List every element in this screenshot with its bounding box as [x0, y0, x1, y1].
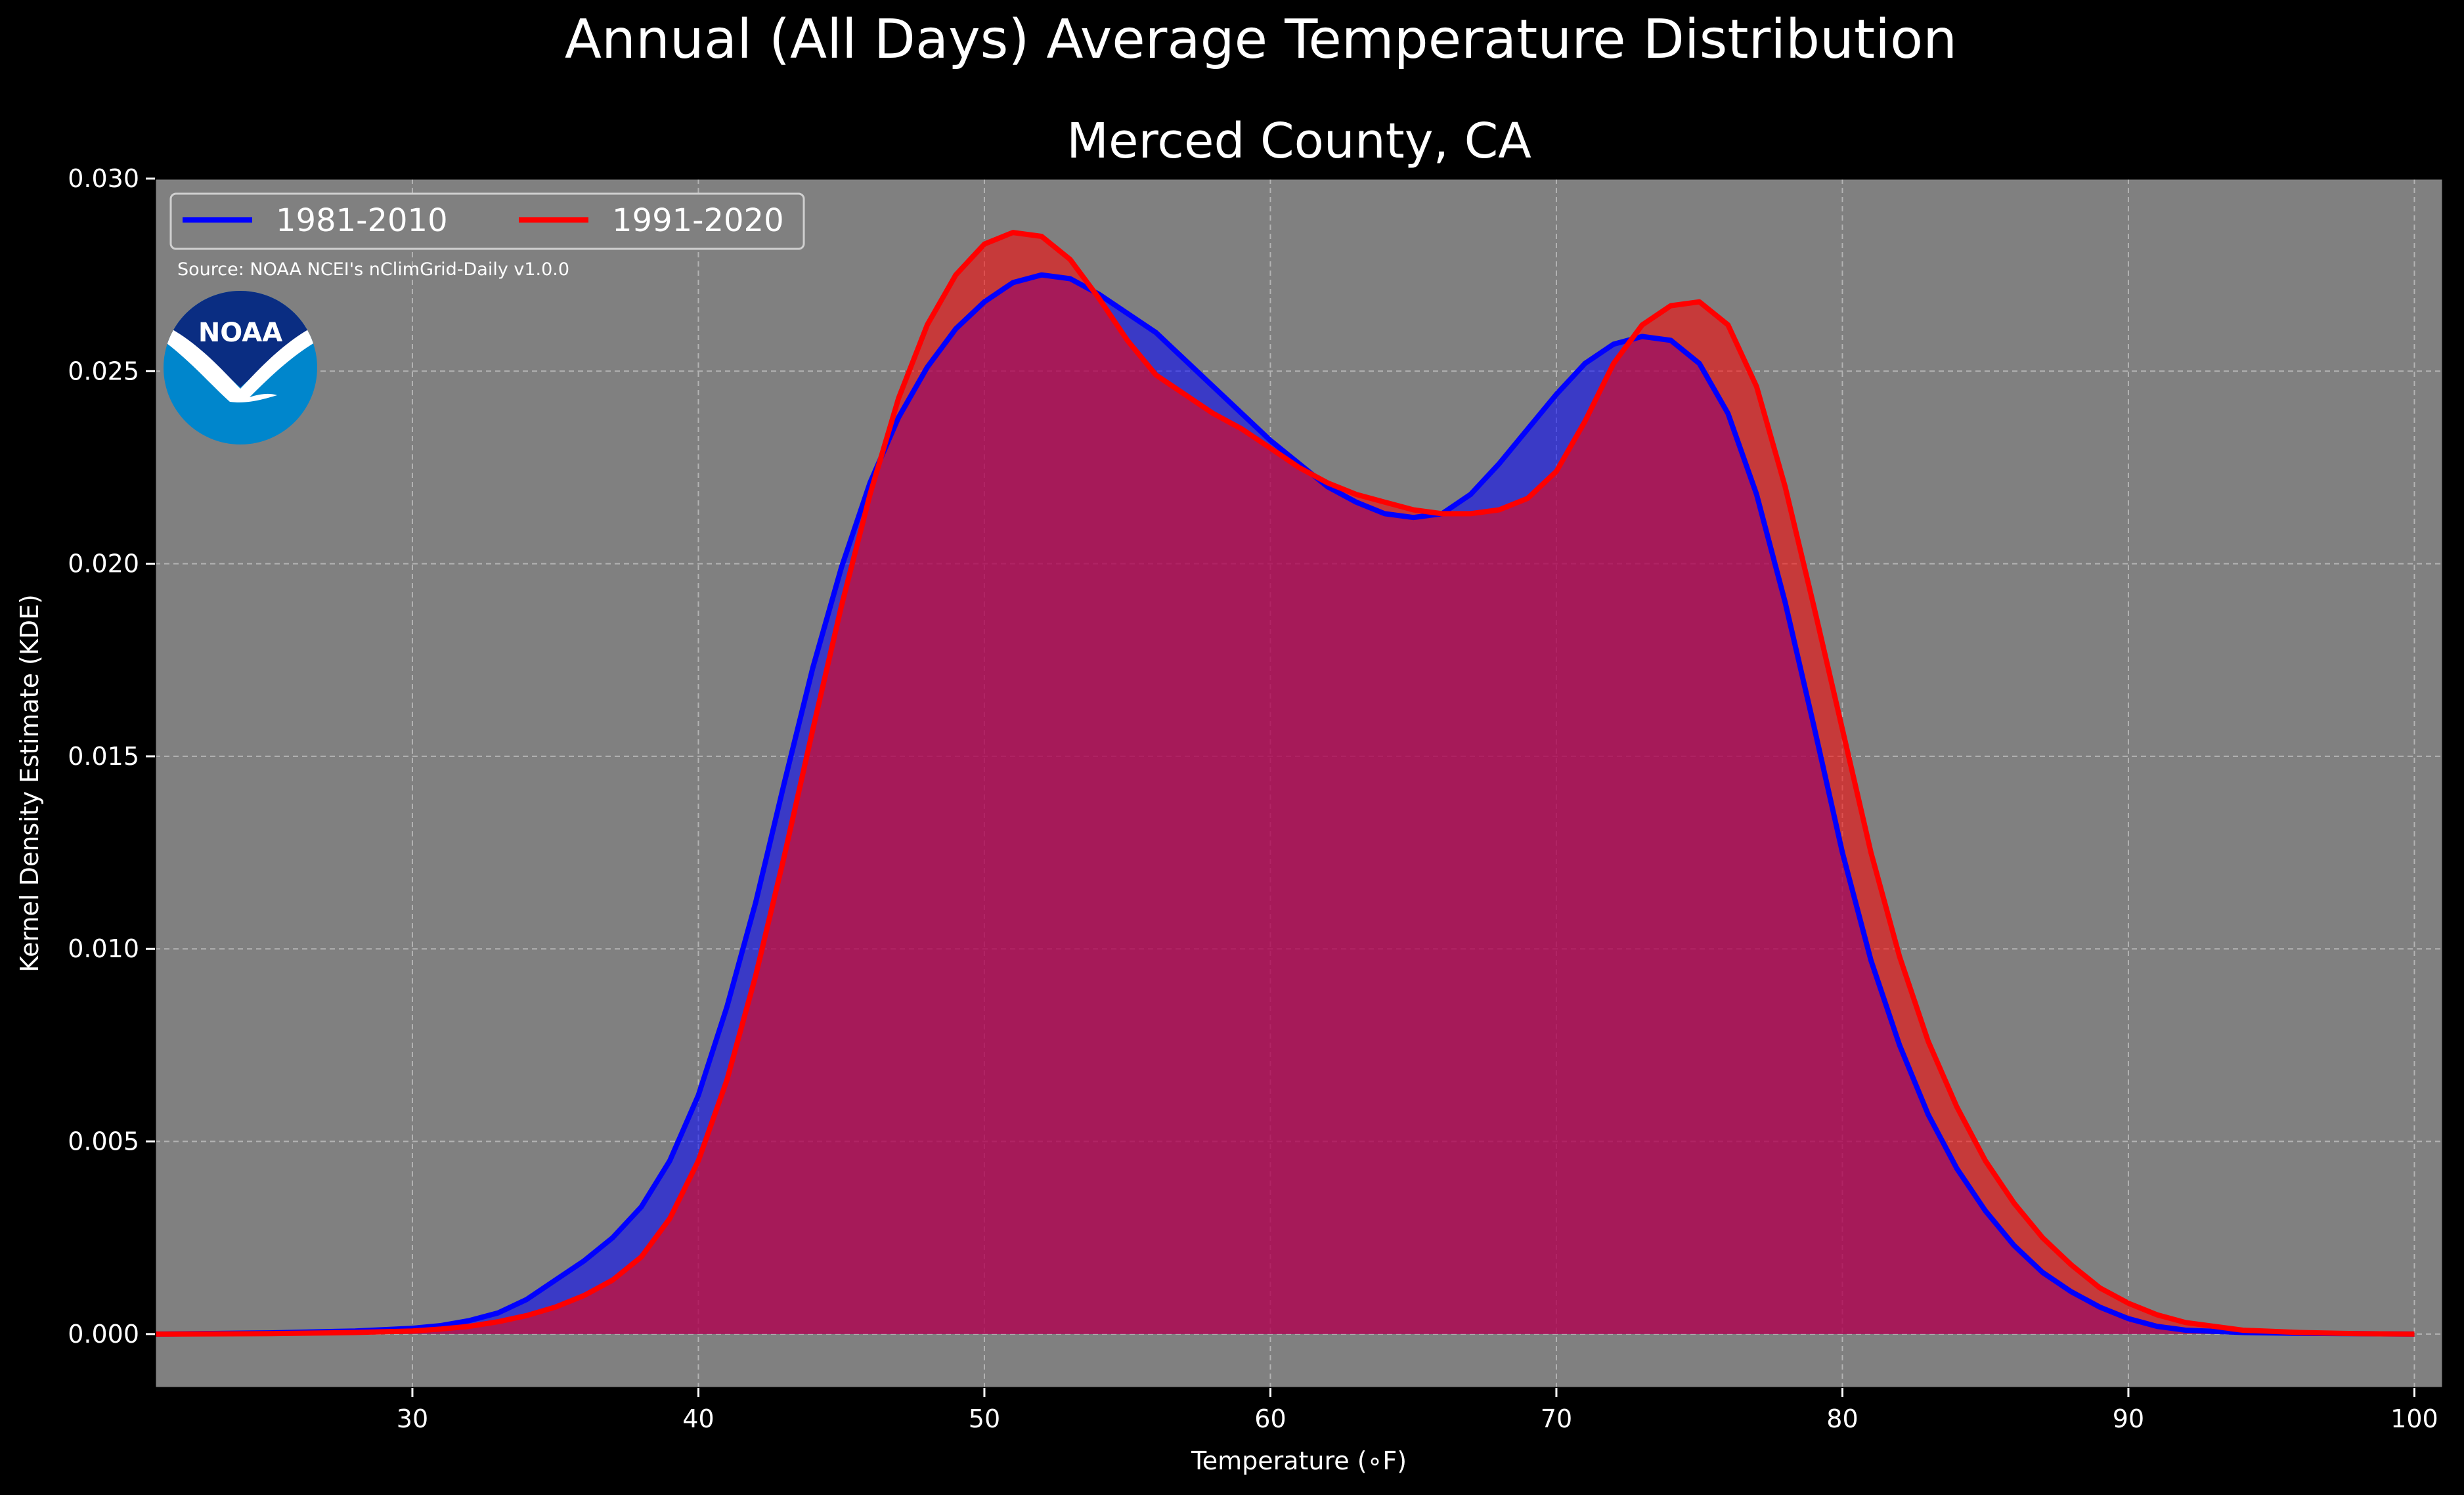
x-tick-label: 100: [2390, 1404, 2438, 1433]
y-tick-label: 0.020: [68, 550, 139, 578]
y-tick-label: 0.015: [68, 742, 139, 771]
y-axis-label: Kernel Density Estimate (KDE): [15, 594, 44, 972]
x-tick-label: 90: [2113, 1404, 2144, 1433]
x-tick-label: 40: [682, 1404, 714, 1433]
figure-title: Annual (All Days) Average Temperature Di…: [565, 9, 1957, 71]
legend: 1981-2010 1991-2020: [169, 192, 805, 250]
y-tick-label: 0.010: [68, 934, 139, 963]
x-tick-label: 70: [1541, 1404, 1572, 1433]
source-note: Source: NOAA NCEI's nClimGrid-Daily v1.0…: [177, 259, 569, 280]
x-tick-label: 80: [1826, 1404, 1858, 1433]
x-axis-label: Temperature (∘F): [1191, 1446, 1407, 1475]
series-fills: [155, 232, 2415, 1334]
noaa-logo-icon: NOAA: [164, 291, 317, 444]
series-lines: [154, 230, 2415, 1337]
y-tick-label: 0.030: [68, 164, 139, 193]
y-tick-label: 0.025: [68, 357, 139, 385]
x-tick-label: 30: [397, 1404, 428, 1433]
series-area-1991-2020: [155, 232, 2415, 1334]
legend-label-1981-2010: 1981-2010: [276, 202, 448, 239]
plot-frame: [154, 177, 2444, 1389]
series-line-1991-2020: [154, 230, 2415, 1337]
y-tick-label: 0.005: [68, 1127, 139, 1156]
x-axis-ticks: 30 40 50 60 70 80 90 100: [397, 1388, 2438, 1433]
y-axis-ticks: 0.000 0.005 0.010 0.015 0.020 0.025 0.030: [68, 164, 155, 1349]
x-tick-label: 60: [1254, 1404, 1286, 1433]
y-tick-label: 0.000: [68, 1320, 139, 1349]
legend-label-1991-2020: 1991-2020: [612, 202, 784, 239]
x-tick-label: 50: [969, 1404, 1000, 1433]
legend-box: [169, 192, 805, 250]
chart-title: Merced County, CA: [1067, 113, 1531, 169]
noaa-logo-text: NOAA: [198, 318, 282, 348]
